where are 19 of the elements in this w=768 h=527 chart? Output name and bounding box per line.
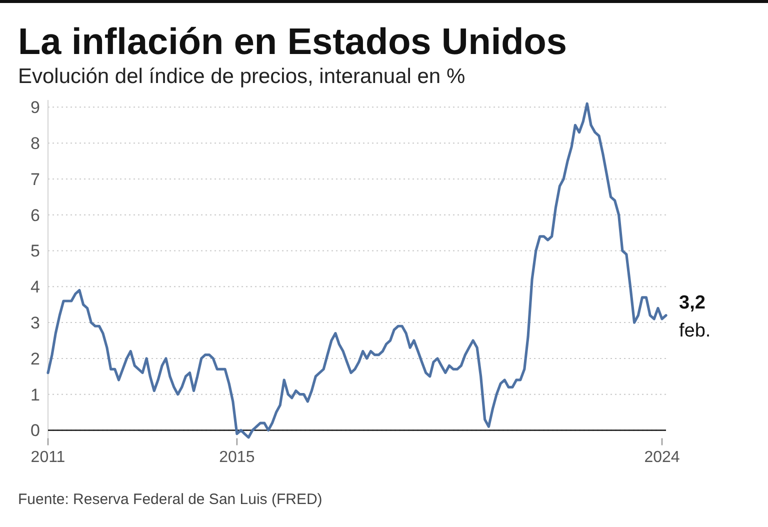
source-note: Fuente: Reserva Federal de San Luis (FRED) xyxy=(18,491,322,508)
chart-title: La inflación en Estados Unidos xyxy=(18,21,567,62)
annotation: feb. xyxy=(679,320,711,342)
y-tick-label: 9 xyxy=(30,98,40,118)
y-tick-label: 6 xyxy=(30,206,40,225)
y-tick-label: 8 xyxy=(30,134,40,154)
x-tick-label: 2024 xyxy=(644,449,680,466)
y-tick-label: 1 xyxy=(30,385,40,404)
y-tick-label: 4 xyxy=(30,278,40,297)
y-tick-label: 0 xyxy=(30,421,40,440)
line-series xyxy=(46,102,668,439)
y-tick-label: 7 xyxy=(30,170,40,189)
y-tick-label: 5 xyxy=(30,242,40,261)
x-tick-label: 2011 xyxy=(30,449,66,466)
chart-subtitle: Evolución del índice de precios, interanual en % xyxy=(18,65,466,88)
data-label: 3,2 xyxy=(679,292,706,314)
y-tick-label: 2 xyxy=(30,349,40,368)
y-tick-label: 3 xyxy=(30,313,40,332)
x-tick-label: 2015 xyxy=(219,449,255,466)
